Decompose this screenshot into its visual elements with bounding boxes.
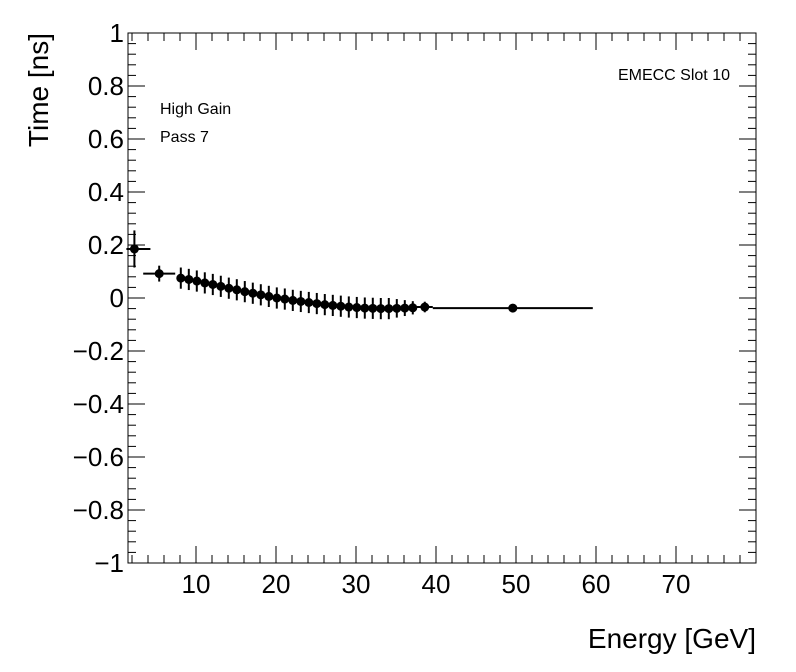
x-tick-label: 20	[262, 569, 291, 599]
x-tick-label: 50	[502, 569, 531, 599]
data-point	[352, 303, 362, 313]
data-point	[192, 276, 202, 286]
data-point	[360, 303, 370, 313]
y-tick-label: 0	[110, 283, 124, 313]
data-point	[264, 291, 274, 301]
data-point	[280, 294, 290, 304]
x-tick-label: 10	[182, 569, 211, 599]
data-point	[384, 304, 394, 314]
data-point	[240, 287, 250, 297]
y-tick-label: −0.6	[73, 442, 124, 472]
data-point	[184, 274, 194, 284]
data-point	[248, 288, 258, 298]
axis-ticks	[128, 32, 757, 564]
x-axis-title: Energy [GeV]	[588, 623, 756, 654]
data-point	[154, 269, 164, 279]
data-point	[328, 300, 338, 310]
data-point	[176, 273, 186, 283]
data-point	[392, 303, 402, 313]
data-series	[126, 230, 593, 320]
data-point	[376, 304, 386, 314]
data-point	[304, 298, 314, 308]
annotation-slot: EMECC Slot 10	[618, 67, 730, 84]
x-tick-label: 40	[422, 569, 451, 599]
y-tick-label: 0.2	[88, 230, 124, 260]
annotation-gain: High Gain	[160, 101, 231, 118]
y-tick-label: −0.2	[73, 336, 124, 366]
data-point	[256, 290, 266, 300]
data-point	[216, 281, 226, 291]
y-tick-label: 0.6	[88, 124, 124, 154]
y-tick-label: 0.4	[88, 177, 124, 207]
y-tick-label: −1	[94, 548, 124, 578]
data-point	[320, 300, 330, 310]
data-point	[200, 278, 210, 288]
data-point	[296, 296, 306, 306]
data-point	[288, 295, 298, 305]
data-point	[400, 303, 410, 313]
data-point	[420, 302, 430, 312]
y-tick-label: −0.4	[73, 389, 124, 419]
data-point	[272, 293, 282, 303]
y-tick-label: −0.8	[73, 495, 124, 525]
x-tick-labels: 10 20 30 40 50 60 70	[182, 569, 691, 599]
data-point	[336, 301, 346, 311]
y-tick-labels: −1 −0.8 −0.6 −0.4 −0.2 0 0.2 0.4 0.6 0.8 1	[73, 18, 124, 578]
data-point	[129, 244, 139, 254]
data-point	[208, 279, 218, 289]
data-point	[312, 299, 322, 309]
data-point	[368, 303, 378, 313]
data-point	[232, 285, 242, 295]
data-point	[224, 283, 234, 293]
data-point	[408, 303, 418, 313]
data-point	[344, 302, 354, 312]
x-tick-label: 60	[582, 569, 611, 599]
data-point	[508, 303, 518, 313]
x-tick-label: 70	[662, 569, 691, 599]
y-tick-label: 0.8	[88, 71, 124, 101]
x-tick-label: 30	[342, 569, 371, 599]
y-tick-label: 1	[110, 18, 124, 48]
annotation-pass: Pass 7	[160, 129, 209, 146]
y-axis-title: Time [ns]	[23, 33, 54, 147]
